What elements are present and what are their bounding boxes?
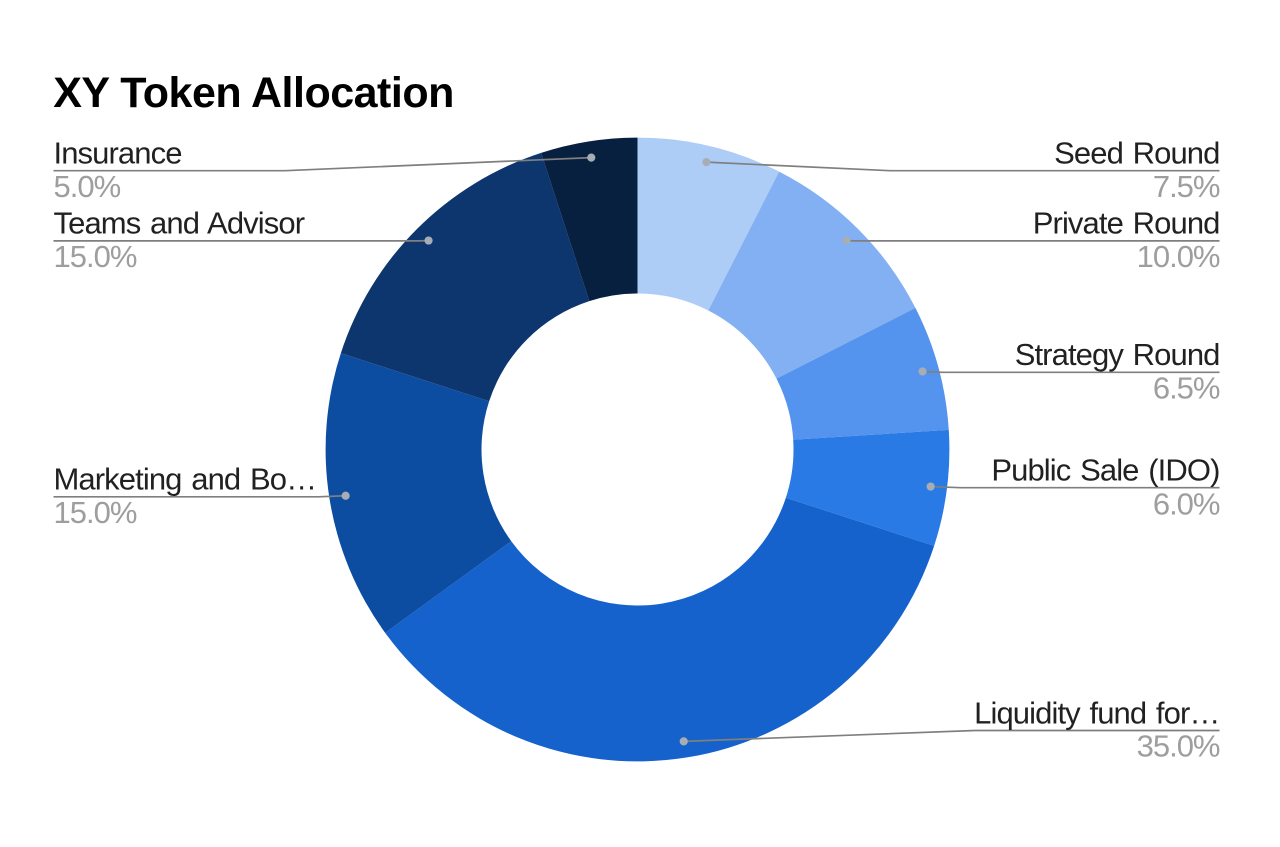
svg-text:Private Round: Private Round: [1033, 206, 1220, 241]
svg-text:15.0%: 15.0%: [54, 495, 137, 530]
svg-text:Teams and Advisor: Teams and Advisor: [54, 206, 305, 241]
svg-text:6.5%: 6.5%: [1153, 370, 1220, 405]
svg-text:Liquidity fund for…: Liquidity fund for…: [974, 695, 1219, 730]
svg-text:7.5%: 7.5%: [1153, 169, 1220, 204]
svg-text:Marketing and Bo…: Marketing and Bo…: [54, 462, 317, 497]
svg-text:10.0%: 10.0%: [1137, 239, 1220, 274]
svg-text:15.0%: 15.0%: [54, 239, 137, 274]
svg-text:XY Token Allocation: XY Token Allocation: [53, 69, 454, 117]
svg-text:35.0%: 35.0%: [1137, 729, 1220, 764]
svg-text:5.0%: 5.0%: [54, 169, 121, 204]
svg-text:6.0%: 6.0%: [1153, 487, 1220, 522]
svg-text:Seed Round: Seed Round: [1054, 136, 1219, 171]
svg-text:Insurance: Insurance: [54, 136, 182, 171]
svg-text:Public Sale (IDO): Public Sale (IDO): [991, 453, 1219, 488]
svg-text:Strategy Round: Strategy Round: [1015, 337, 1220, 372]
